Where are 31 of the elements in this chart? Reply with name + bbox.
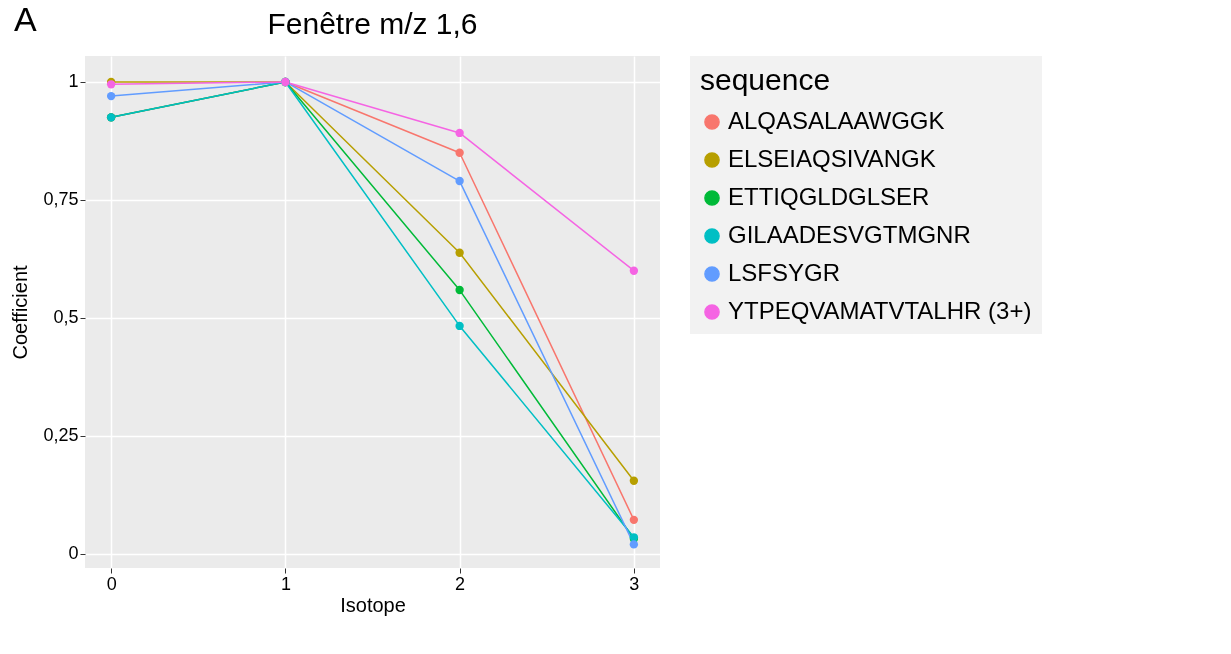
x-tick-label: 0 (106, 573, 117, 594)
point (629, 266, 639, 275)
point (455, 285, 464, 295)
legend-label: ELSEIAQSIVANGK (728, 145, 936, 172)
point (629, 476, 639, 485)
chart-title: Fenêtre m/z 1,6 (267, 7, 478, 40)
point (629, 540, 639, 549)
y-tick-label: 0,5 (53, 307, 79, 328)
point (455, 321, 464, 331)
y-tick-label: 0 (68, 543, 79, 564)
point (629, 515, 639, 525)
legend-label: GILAADESVGTMGNR (728, 221, 971, 248)
y-tick-label: 0,75 (43, 189, 79, 210)
point (455, 248, 464, 257)
legend-label: ALQASALAAWGGK (728, 107, 945, 134)
x-tick-label: 2 (455, 573, 466, 594)
x-axis-title: Isotope (340, 593, 406, 616)
y-tick-label: 1 (68, 71, 79, 92)
x-tick-label: 1 (280, 573, 291, 594)
text: A (14, 0, 37, 39)
legend-title: sequence (700, 63, 831, 96)
point (455, 148, 464, 157)
y-tick-label: 0,25 (43, 425, 79, 446)
legend-label: YTPEQVAMATVTALHR (3+) (728, 297, 1032, 324)
x-tick-label: 3 (629, 573, 640, 594)
legend-label: ETTIQGLDGLSER (728, 183, 930, 210)
point (455, 176, 464, 186)
point (455, 128, 464, 138)
y-axis-title: Coefficient (9, 265, 32, 360)
point (106, 91, 116, 101)
legend-label: LSFSYGR (728, 259, 841, 286)
